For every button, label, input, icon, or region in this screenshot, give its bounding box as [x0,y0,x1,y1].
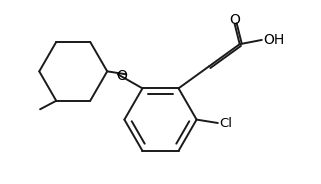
Text: O: O [117,69,127,84]
Text: Cl: Cl [220,116,232,130]
Text: O: O [229,13,240,26]
Text: OH: OH [264,33,285,47]
